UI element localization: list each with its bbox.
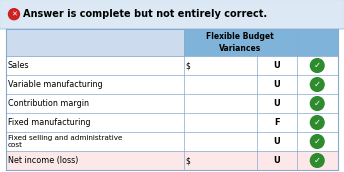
Circle shape (310, 59, 324, 72)
Text: ✓: ✓ (314, 99, 321, 108)
Text: F: F (274, 118, 279, 127)
FancyBboxPatch shape (6, 29, 184, 56)
Text: Variable manufacturing: Variable manufacturing (8, 80, 103, 89)
FancyBboxPatch shape (6, 29, 338, 56)
Circle shape (310, 78, 324, 91)
Text: U: U (273, 80, 280, 89)
Text: ✓: ✓ (314, 118, 321, 127)
FancyBboxPatch shape (6, 56, 338, 75)
FancyBboxPatch shape (6, 151, 338, 170)
FancyBboxPatch shape (0, 0, 344, 29)
FancyBboxPatch shape (6, 94, 338, 113)
Text: $: $ (186, 61, 191, 70)
FancyBboxPatch shape (6, 132, 338, 151)
FancyBboxPatch shape (6, 113, 338, 132)
Text: U: U (273, 61, 280, 70)
Text: Sales: Sales (8, 61, 30, 70)
Text: Contribution margin: Contribution margin (8, 99, 89, 108)
Text: ✓: ✓ (314, 61, 321, 70)
Text: U: U (273, 156, 280, 165)
Text: ✓: ✓ (314, 137, 321, 146)
Circle shape (310, 116, 324, 129)
Circle shape (310, 97, 324, 110)
FancyBboxPatch shape (6, 75, 338, 94)
Circle shape (9, 9, 20, 20)
Text: U: U (273, 99, 280, 108)
Circle shape (310, 135, 324, 148)
Text: Fixed selling and administrative
cost: Fixed selling and administrative cost (8, 135, 122, 148)
Text: ✕: ✕ (11, 11, 17, 17)
Text: Flexible Budget
Variances: Flexible Budget Variances (206, 32, 274, 53)
Circle shape (310, 154, 324, 167)
Text: U: U (273, 137, 280, 146)
Text: ✓: ✓ (314, 80, 321, 89)
Text: ✓: ✓ (314, 156, 321, 165)
Text: Answer is complete but not entirely correct.: Answer is complete but not entirely corr… (23, 9, 267, 19)
Text: Net income (loss): Net income (loss) (8, 156, 78, 165)
Text: $: $ (186, 156, 191, 165)
Text: Fixed manufacturing: Fixed manufacturing (8, 118, 90, 127)
